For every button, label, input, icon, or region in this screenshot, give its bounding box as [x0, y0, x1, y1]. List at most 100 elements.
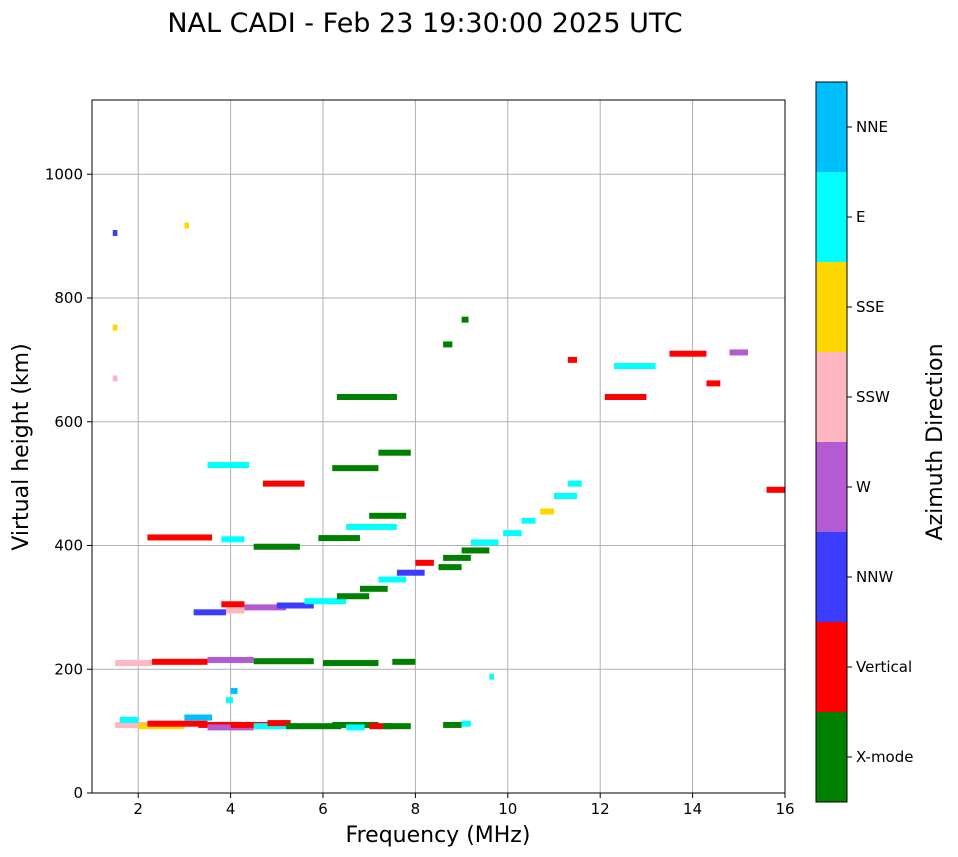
echo-mark — [112, 324, 118, 331]
echo-mark — [336, 394, 397, 400]
colorbar-frame — [815, 81, 848, 803]
colorbar-tick-label: NNE — [856, 118, 888, 136]
echo-mark — [369, 723, 393, 730]
echo-mark — [378, 576, 407, 583]
echo-mark — [147, 720, 208, 727]
echo-mark — [184, 222, 190, 229]
echo-mark — [392, 658, 416, 665]
x-tick-label: 14 — [683, 800, 702, 818]
echo-mark — [152, 658, 208, 665]
echo-mark — [706, 380, 721, 387]
echo-mark — [253, 723, 300, 730]
echo-mark — [253, 658, 314, 665]
echo-mark — [119, 716, 139, 723]
echo-mark — [554, 493, 578, 499]
echo-mark — [766, 486, 785, 493]
echo-mark — [669, 350, 707, 357]
echo-mark — [193, 609, 226, 616]
y-tick-label: 600 — [54, 413, 83, 431]
echo-mark — [438, 564, 462, 571]
echo-mark — [112, 375, 118, 382]
colorbar-tick-label: Vertical — [856, 658, 912, 676]
x-tick-label: 16 — [775, 800, 794, 818]
colorbar-segment — [816, 262, 847, 352]
echo-mark — [221, 601, 245, 608]
x-tick-label: 8 — [411, 800, 421, 818]
echo-mark — [286, 723, 342, 730]
colorbar-segment — [816, 622, 847, 712]
echo-mark — [378, 449, 411, 456]
echo-mark — [415, 559, 434, 566]
echo-mark — [369, 512, 407, 519]
colorbar-segment — [816, 172, 847, 262]
colorbar-segment — [816, 442, 847, 532]
x-axis-label: Frequency (MHz) — [346, 823, 531, 848]
colorbar-label: Azimuth Direction — [923, 343, 948, 540]
echo-mark — [461, 316, 469, 323]
colorbar-segment — [816, 352, 847, 442]
data-points — [112, 222, 785, 731]
colorbar-tick-label: SSW — [856, 388, 890, 406]
echo-mark — [244, 604, 287, 611]
echo-mark — [567, 480, 582, 487]
x-tick-label: 4 — [226, 800, 236, 818]
y-tick-label: 0 — [73, 784, 83, 802]
echo-mark — [207, 462, 250, 469]
echo-mark — [221, 536, 245, 543]
y-tick-label: 400 — [54, 537, 83, 555]
echo-mark — [614, 363, 656, 370]
plot-frame — [91, 99, 786, 794]
colorbar-segment — [816, 532, 847, 622]
y-axis-label: Virtual height (km) — [9, 343, 34, 550]
echo-mark — [359, 585, 388, 592]
echo-mark — [396, 569, 425, 576]
echo-mark — [230, 687, 238, 694]
x-tick-label: 10 — [498, 800, 517, 818]
echo-mark — [112, 230, 118, 237]
x-tick-label: 2 — [133, 800, 143, 818]
echo-mark — [304, 598, 347, 605]
colorbar-tick-label: E — [856, 208, 865, 226]
echo-mark — [383, 723, 411, 730]
colorbar: X-mode Vertical NNW W SSW SSE E NNE — [815, 81, 913, 803]
echo-mark — [267, 720, 291, 727]
colorbar-tick-label: NNW — [856, 568, 893, 586]
y-axis-ticks: 0 200 400 600 800 1000 — [45, 165, 92, 802]
colorbar-segment — [816, 82, 847, 172]
y-tick-label: 1000 — [45, 165, 83, 183]
echo-mark — [318, 535, 360, 542]
echo-mark — [262, 480, 305, 487]
echo-mark — [461, 547, 490, 554]
colorbar-tick-label: SSE — [856, 298, 885, 316]
echo-mark — [443, 721, 462, 728]
y-tick-label: 200 — [54, 660, 83, 678]
echo-mark — [443, 341, 453, 348]
colorbar-tick-label: X-mode — [856, 748, 913, 766]
echo-mark — [346, 523, 397, 530]
echo-mark — [184, 714, 213, 721]
x-tick-label: 12 — [591, 800, 610, 818]
echo-mark — [276, 602, 314, 609]
echo-mark — [503, 530, 522, 537]
echo-mark — [147, 534, 213, 541]
echo-mark — [346, 724, 365, 731]
echo-mark — [470, 539, 499, 546]
x-tick-label: 6 — [318, 800, 328, 818]
echo-mark — [540, 508, 554, 515]
echo-mark — [489, 673, 494, 680]
colorbar-segment — [816, 712, 847, 802]
x-axis-ticks: 2 4 6 8 10 12 14 16 — [133, 793, 795, 818]
echo-mark — [253, 543, 300, 550]
echo-mark — [336, 593, 370, 600]
colorbar-tick-label: W — [856, 478, 871, 496]
echo-mark — [521, 517, 536, 524]
echo-mark — [323, 660, 379, 667]
y-tick-label: 800 — [54, 289, 83, 307]
echo-mark — [443, 554, 471, 561]
echo-mark — [729, 349, 749, 356]
echo-mark — [461, 720, 471, 727]
echo-mark — [225, 607, 245, 614]
echo-mark — [332, 465, 379, 472]
echo-mark — [115, 660, 153, 667]
